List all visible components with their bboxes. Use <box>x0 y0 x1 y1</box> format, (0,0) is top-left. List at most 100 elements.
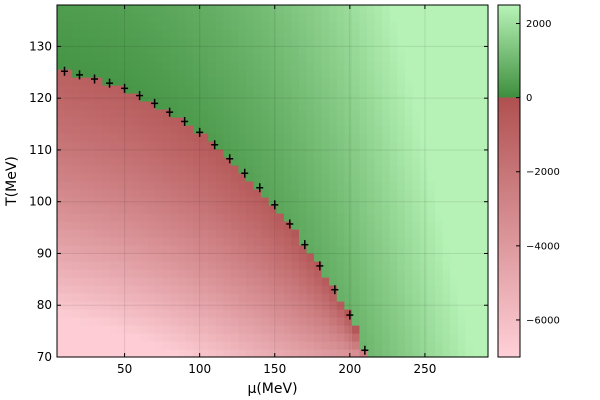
heatmap-cell <box>208 261 217 270</box>
heatmap-cell <box>177 293 187 302</box>
heatmap-cell <box>367 53 376 62</box>
heatmap-cell <box>457 5 466 14</box>
heatmap-cell <box>276 205 285 214</box>
heatmap-cell <box>283 189 292 198</box>
heatmap-cell <box>185 205 194 214</box>
heatmap-cell <box>457 53 466 62</box>
heatmap-cell <box>162 333 172 342</box>
heatmap-cell <box>268 189 277 198</box>
heatmap-cell <box>147 69 156 78</box>
heatmap-cell <box>140 21 149 30</box>
heatmap-cell <box>344 109 353 118</box>
heatmap-cell <box>140 29 149 38</box>
heatmap-cell <box>450 13 459 22</box>
heatmap-cell <box>450 317 459 326</box>
heatmap-cell <box>321 85 330 94</box>
heatmap-cell <box>253 173 262 182</box>
heatmap-cell <box>238 37 247 46</box>
heatmap-cell <box>230 45 240 54</box>
heatmap-cell <box>291 205 300 214</box>
heatmap-cell <box>450 205 459 214</box>
heatmap-cell <box>314 117 323 126</box>
heatmap-cell <box>238 101 247 110</box>
heatmap-cell <box>170 85 179 94</box>
heatmap-cell <box>193 165 202 174</box>
heatmap-cell <box>155 205 164 214</box>
boundary-point <box>271 200 279 210</box>
heatmap-cell <box>283 165 292 174</box>
heatmap-cell <box>442 189 451 198</box>
heatmap-cell <box>72 269 81 278</box>
heatmap-cell <box>344 285 353 294</box>
heatmap-cell <box>298 29 308 38</box>
heatmap-cell <box>132 101 141 110</box>
heatmap-cell <box>238 205 247 214</box>
heatmap-cell <box>404 261 413 270</box>
heatmap-cell <box>87 37 96 46</box>
heatmap-cell <box>117 109 126 118</box>
heatmap-cell <box>450 213 459 222</box>
heatmap-cell <box>374 341 383 350</box>
heatmap-cell <box>389 109 398 118</box>
heatmap-cell <box>382 61 391 70</box>
heatmap-cell <box>480 117 489 126</box>
heatmap-cell <box>162 301 172 310</box>
heatmap-cell <box>329 205 338 214</box>
heatmap-cell <box>427 237 436 246</box>
heatmap-cell <box>72 133 81 142</box>
heatmap-cell <box>147 197 156 206</box>
heatmap-cell <box>427 117 436 126</box>
heatmap-cell <box>72 325 81 334</box>
heatmap-cell <box>170 277 179 286</box>
heatmap-cell <box>185 29 194 38</box>
heatmap-cell <box>208 277 217 286</box>
heatmap-cell <box>321 173 330 182</box>
heatmap-cell <box>382 237 391 246</box>
heatmap-cell <box>155 13 164 22</box>
heatmap-cell <box>367 77 376 86</box>
heatmap-cell <box>412 141 421 150</box>
y-axis-label: T(MeV) <box>4 156 20 207</box>
heatmap-cell <box>404 165 413 174</box>
heatmap-cell <box>246 237 255 246</box>
heatmap-cell <box>140 125 149 134</box>
heatmap-cell <box>450 165 459 174</box>
heatmap-cell <box>102 269 111 278</box>
heatmap-cell <box>79 301 88 310</box>
heatmap-cell <box>291 309 300 318</box>
heatmap-cell <box>155 85 164 94</box>
heatmap-cell <box>246 53 255 62</box>
heatmap-cell <box>419 309 429 318</box>
heatmap-cell <box>268 173 277 182</box>
heatmap-cell <box>230 229 240 238</box>
heatmap-cell <box>223 173 232 182</box>
heatmap-cell <box>185 5 194 14</box>
heatmap-cell <box>291 285 300 294</box>
heatmap-cell <box>404 21 413 30</box>
heatmap-cell <box>208 5 217 14</box>
heatmap-cell <box>291 333 300 342</box>
heatmap-cell <box>177 133 187 142</box>
heatmap-cell <box>298 253 308 262</box>
heatmap-cell <box>321 13 330 22</box>
heatmap-cell <box>435 309 444 318</box>
heatmap-cell <box>117 221 126 230</box>
heatmap-cell <box>457 261 466 270</box>
heatmap-cell <box>389 181 398 190</box>
heatmap-cell <box>404 293 413 302</box>
heatmap-cell <box>306 285 315 294</box>
heatmap-cell <box>102 181 111 190</box>
heatmap-cell <box>351 69 361 78</box>
heatmap-cell <box>329 45 338 54</box>
heatmap-cell <box>246 189 255 198</box>
heatmap-cell <box>389 93 398 102</box>
heatmap-cell <box>140 293 149 302</box>
heatmap-cell <box>374 157 383 166</box>
heatmap-cell <box>465 29 474 38</box>
heatmap-cell <box>238 141 247 150</box>
heatmap-cell <box>147 317 156 326</box>
heatmap-cell <box>435 237 444 246</box>
heatmap-cell <box>457 341 466 350</box>
heatmap-cell <box>359 29 368 38</box>
heatmap-cell <box>253 37 262 46</box>
